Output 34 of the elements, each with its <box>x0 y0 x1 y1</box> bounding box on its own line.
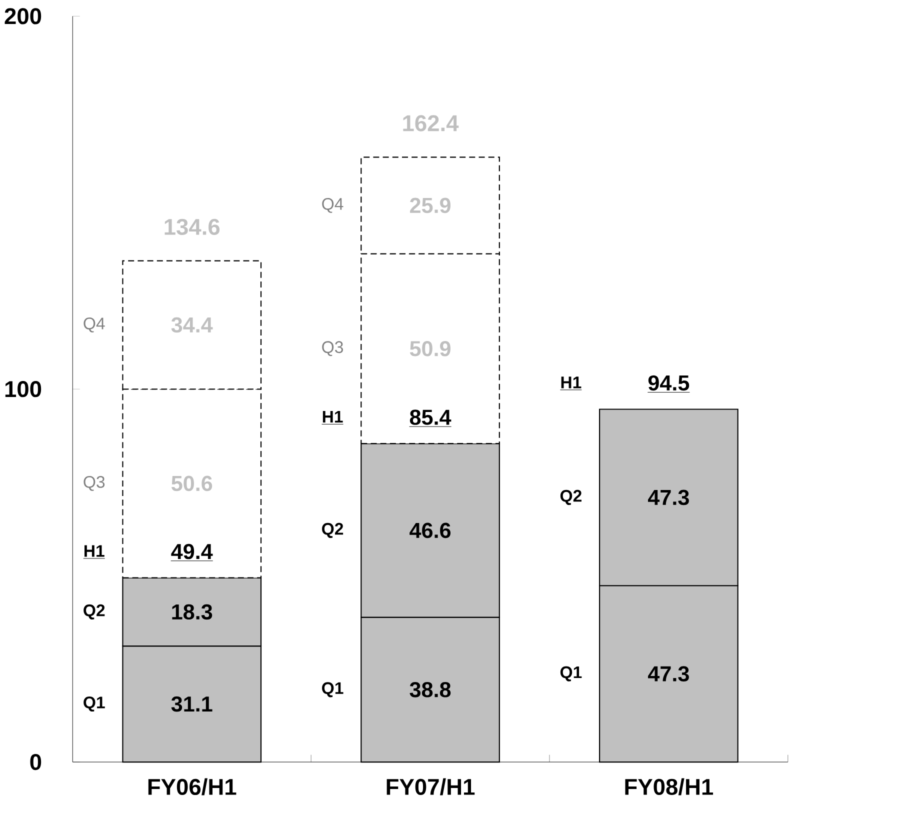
annotation: 49.4 <box>171 544 213 560</box>
text: Q1 <box>84 696 105 712</box>
text: Q2 <box>84 604 105 620</box>
annotation: 94.5 <box>648 375 690 391</box>
data-label: 31.1 <box>171 696 212 712</box>
annotation: H1 <box>322 411 343 423</box>
data-label: 25.9 <box>410 198 450 214</box>
text: Q2 <box>322 522 344 538</box>
series-label: Q4 <box>322 198 344 213</box>
data-label: 50.9 <box>410 341 450 356</box>
series-label: Q2 <box>560 490 582 506</box>
x-tick-label: FY06/H1 <box>148 778 236 796</box>
total-label: 162.4 <box>403 115 459 132</box>
annotation: H1 <box>84 545 104 557</box>
y-tick-label: 200 <box>4 8 42 24</box>
annotation: H1 <box>561 376 582 388</box>
data-label: 38.8 <box>410 682 451 698</box>
data-label: 47.3 <box>648 666 689 682</box>
data-label: 50.6 <box>172 476 212 492</box>
text: Q3 <box>84 476 105 491</box>
text: Q4 <box>84 318 105 332</box>
series-label: Q1 <box>322 682 344 698</box>
y-tick-label: 0 <box>30 754 42 770</box>
annotation: 85.4 <box>410 410 452 425</box>
series-label: Q3 <box>322 341 343 356</box>
text: Q1 <box>560 666 582 682</box>
x-tick-label: FY07/H1 <box>386 778 475 796</box>
data-label: 47.3 <box>648 490 689 506</box>
data-label: 18.3 <box>172 604 212 620</box>
data-label: 34.4 <box>171 317 213 333</box>
total-label: 134.6 <box>164 218 220 236</box>
y-tick-label: 100 <box>5 381 42 398</box>
data-label: 46.6 <box>410 522 451 538</box>
x-tick-label: FY08/H1 <box>625 778 714 796</box>
